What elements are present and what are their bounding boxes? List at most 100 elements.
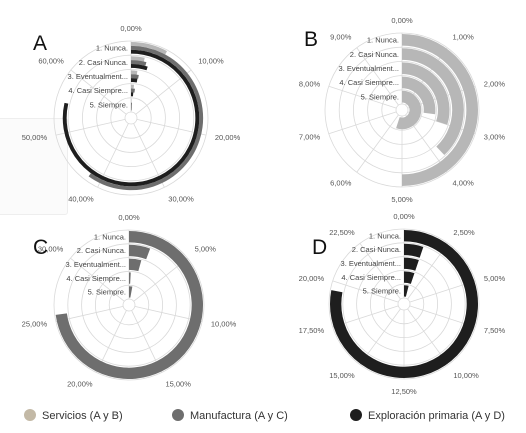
legend-label: Servicios (A y B) (42, 410, 123, 422)
tick-label: 20,00% (67, 380, 93, 389)
grid-circle (395, 103, 409, 117)
tick-label: 20,00% (215, 133, 241, 142)
tick-label: 10,00% (453, 371, 479, 380)
panel-letter: D (312, 236, 327, 259)
tick-label: 6,00% (330, 179, 352, 188)
bar-b-s0-c2 (401, 48, 464, 156)
category-label: 1. Nunca. (369, 231, 401, 240)
tick-label: 17,50% (299, 326, 325, 335)
legend-label: Manufactura (A y C) (190, 410, 288, 422)
bar-d-s0-c4 (403, 271, 415, 284)
tick-label: 30,00% (168, 194, 194, 203)
category-label: 1. Nunca. (94, 232, 126, 241)
legend-label: Exploración primaria (A y D) (368, 410, 505, 422)
bar-c-s0-c3 (128, 258, 142, 272)
bar-a-s1-c2 (130, 60, 147, 66)
category-label: 4. Casi Siempre... (66, 274, 126, 283)
tick-label: 4,00% (453, 179, 475, 188)
bar-a-s2-c2 (130, 63, 148, 71)
tick-label: 0,00% (393, 212, 415, 221)
grid-spoke (328, 85, 397, 109)
category-label: 1. Nunca. (367, 36, 399, 45)
tick-label: 0,00% (120, 24, 142, 33)
category-label: 3. Eventualment... (341, 259, 401, 268)
tick-label: 22,50% (329, 228, 355, 237)
grid-spoke (70, 69, 127, 115)
category-label: 2. Casi Nunca. (77, 246, 126, 255)
panel-letter: C (33, 236, 48, 259)
category-label: 5. Siempre. (88, 288, 126, 297)
category-label: 4. Casi Siempre... (339, 78, 399, 87)
tick-label: 5,00% (484, 274, 506, 283)
grid-spoke (328, 111, 397, 135)
bar-c-s0-c1 (55, 231, 203, 379)
background-window-fragment (0, 118, 68, 215)
tick-label: 2,00% (484, 79, 506, 88)
tick-label: 60,00% (38, 56, 64, 65)
category-label: 5. Siempre. (361, 92, 399, 101)
grid-circle (397, 297, 411, 311)
category-label: 3. Eventualment... (66, 260, 126, 269)
tick-label: 0,00% (391, 16, 413, 25)
tick-label: 15,00% (329, 371, 355, 380)
legend-item: Manufactura (A y C) (172, 409, 288, 422)
bar-a-s1-c3 (130, 74, 139, 79)
grid-spoke (70, 257, 125, 302)
tick-label: 20,00% (299, 274, 325, 283)
category-label: 2. Casi Nunca. (350, 50, 399, 59)
grid-spoke (356, 47, 399, 106)
legend-swatch (350, 409, 362, 421)
tick-label: 3,00% (484, 133, 506, 142)
tick-label: 10,00% (211, 320, 237, 329)
tick-label: 7,50% (484, 326, 506, 335)
radial-chart-a: 1. Nunca. 2. Casi Nunca. 3. Eventualment..… (22, 24, 241, 203)
radial-chart-d: 1. Nunca. 2. Casi Nunca. 3. Eventualment..… (299, 212, 506, 396)
grid-circle (124, 111, 138, 125)
tick-label: 5,00% (391, 195, 413, 204)
tick-label: 25,00% (22, 320, 48, 329)
category-label: 5. Siempre. (363, 287, 401, 296)
bar-d-s0-c3 (403, 257, 419, 271)
category-label: 2. Casi Nunca. (79, 58, 128, 67)
bar-a-s0-c1 (130, 42, 168, 55)
tick-label: 12,50% (391, 387, 417, 396)
bar-b-s0-c5 (396, 90, 422, 130)
radial-chart-c: 1. Nunca. 2. Casi Nunca. 3. Eventualment..… (22, 213, 237, 389)
tick-label: 10,00% (198, 56, 224, 65)
tick-label: 7,00% (299, 133, 321, 142)
legend-swatch (24, 409, 36, 421)
tick-label: 9,00% (330, 32, 352, 41)
bar-d-s0-c2 (403, 243, 424, 258)
tick-label: 1,00% (453, 32, 475, 41)
radial-chart-b: 1. Nunca. 2. Casi Nunca. 3. Eventualment..… (299, 16, 505, 204)
bar-d-s0-c1 (330, 230, 478, 378)
grid-spoke (356, 114, 399, 173)
bar-b-s0-c4 (401, 76, 436, 115)
bar-b-s0-c1 (401, 34, 478, 186)
legend: Servicios (A y B) Manufactura (A y C) Expl… (24, 409, 505, 422)
bar-a-s0-c2 (130, 56, 145, 62)
panel-letter: A (33, 32, 47, 55)
tick-label: 30,00% (38, 245, 64, 254)
tick-label: 2,50% (453, 228, 475, 237)
bar-a-s2-c1 (62, 49, 200, 187)
legend-item: Exploración primaria (A y D) (350, 409, 505, 422)
category-label: 3. Eventualment... (68, 72, 128, 81)
tick-label: 50,00% (22, 133, 48, 142)
tick-label: 40,00% (68, 194, 94, 203)
category-label: 1. Nunca. (96, 44, 128, 53)
grid-circle (122, 298, 136, 312)
legend-swatch (172, 409, 184, 421)
category-label: 4. Casi Siempre... (341, 273, 401, 282)
bar-c-s0-c2 (128, 244, 151, 260)
category-label: 5. Siempre. (90, 100, 128, 109)
grid-spoke (332, 280, 399, 303)
bar-b-s0-c3 (401, 62, 450, 125)
category-label: 2. Casi Nunca. (352, 245, 401, 254)
category-label: 3. Eventualment... (339, 64, 399, 73)
bar-a-s1-c1 (88, 45, 204, 191)
tick-label: 5,00% (195, 245, 217, 254)
bar-a-s2-c3 (130, 78, 138, 83)
tick-label: 8,00% (299, 79, 321, 88)
